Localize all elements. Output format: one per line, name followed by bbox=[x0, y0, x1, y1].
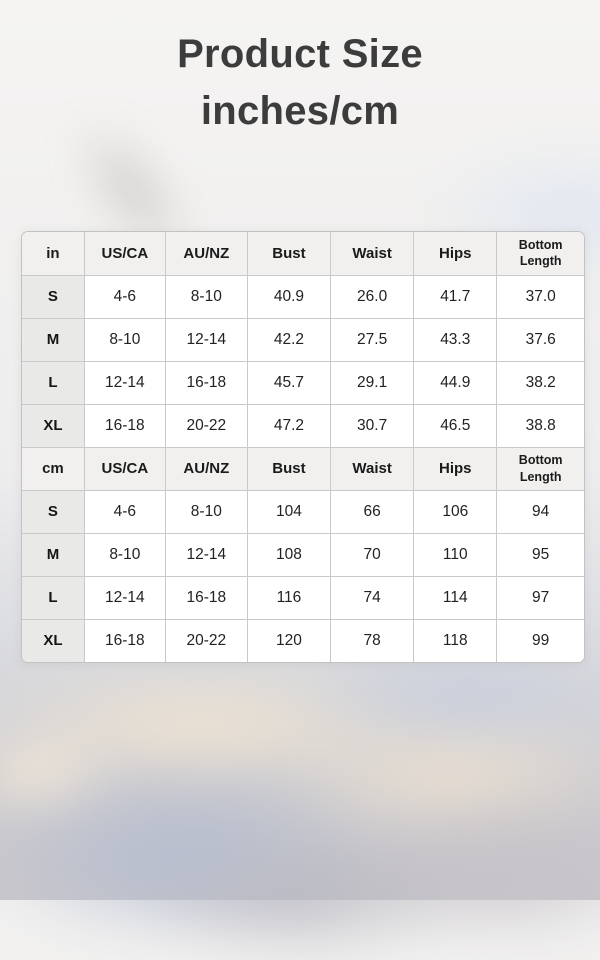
column-header-cell: AU/NZ bbox=[165, 447, 248, 491]
column-header-cell: Bottom Length bbox=[496, 232, 584, 276]
value-cell: 104 bbox=[247, 490, 332, 534]
value-cell: 4-6 bbox=[84, 490, 166, 534]
value-cell: 94 bbox=[496, 490, 584, 534]
size-row-in-M: M 8-10 12-14 42.2 27.5 43.3 37.6 bbox=[22, 318, 584, 362]
value-cell: 16-18 bbox=[165, 576, 248, 620]
size-row-in-S: S 4-6 8-10 40.9 26.0 41.7 37.0 bbox=[22, 275, 584, 319]
value-cell: 74 bbox=[330, 576, 415, 620]
size-row-in-L: L 12-14 16-18 45.7 29.1 44.9 38.2 bbox=[22, 361, 584, 405]
size-row-cm-S: S 4-6 8-10 104 66 106 94 bbox=[22, 490, 584, 534]
size-row-in-XL: XL 16-18 20-22 47.2 30.7 46.5 38.8 bbox=[22, 404, 584, 448]
value-cell: 70 bbox=[330, 533, 415, 577]
header-row-in: in US/CA AU/NZ Bust Waist Hips Bottom Length bbox=[22, 232, 584, 276]
unit-header-cell-in: in bbox=[22, 232, 85, 276]
size-label-cell: XL bbox=[22, 619, 85, 662]
value-cell: 108 bbox=[247, 533, 332, 577]
column-header-cell: Bust bbox=[247, 447, 332, 491]
value-cell: 12-14 bbox=[84, 361, 166, 405]
value-cell: 106 bbox=[413, 490, 498, 534]
value-cell: 26.0 bbox=[330, 275, 415, 319]
page-title-line2: inches/cm bbox=[200, 88, 400, 133]
value-cell: 16-18 bbox=[165, 361, 248, 405]
cloud-blob bbox=[140, 830, 470, 960]
page-title-line1: Product Size bbox=[177, 32, 423, 76]
value-cell: 43.3 bbox=[413, 318, 498, 362]
value-cell: 8-10 bbox=[165, 490, 248, 534]
column-header-cell: AU/NZ bbox=[165, 232, 248, 276]
size-label-cell: M bbox=[22, 533, 85, 577]
value-cell: 16-18 bbox=[84, 404, 166, 448]
size-label-cell: XL bbox=[22, 404, 85, 448]
value-cell: 114 bbox=[413, 576, 498, 620]
value-cell: 99 bbox=[496, 619, 584, 662]
header-row-cm: cm US/CA AU/NZ Bust Waist Hips Bottom Length bbox=[22, 447, 584, 491]
size-row-cm-XL: XL 16-18 20-22 120 78 118 99 bbox=[22, 619, 584, 662]
value-cell: 12-14 bbox=[165, 533, 248, 577]
column-header-cell: Bottom Length bbox=[496, 447, 584, 491]
value-cell: 38.8 bbox=[496, 404, 584, 448]
column-header-cell: Waist bbox=[330, 232, 415, 276]
value-cell: 4-6 bbox=[84, 275, 166, 319]
page-title: Product Size inches/cm bbox=[0, 26, 600, 140]
value-cell: 116 bbox=[247, 576, 332, 620]
value-cell: 29.1 bbox=[330, 361, 415, 405]
value-cell: 97 bbox=[496, 576, 584, 620]
size-chart-table: in US/CA AU/NZ Bust Waist Hips Bottom Length S 4… bbox=[22, 232, 584, 662]
size-label-cell: S bbox=[22, 275, 85, 319]
size-label-cell: L bbox=[22, 361, 85, 405]
value-cell: 95 bbox=[496, 533, 584, 577]
value-cell: 30.7 bbox=[330, 404, 415, 448]
value-cell: 16-18 bbox=[84, 619, 166, 662]
size-label-cell: L bbox=[22, 576, 85, 620]
value-cell: 110 bbox=[413, 533, 498, 577]
value-cell: 8-10 bbox=[84, 533, 166, 577]
size-label-cell: M bbox=[22, 318, 85, 362]
value-cell: 8-10 bbox=[165, 275, 248, 319]
size-row-cm-L: L 12-14 16-18 116 74 114 97 bbox=[22, 576, 584, 620]
value-cell: 37.6 bbox=[496, 318, 584, 362]
value-cell: 118 bbox=[413, 619, 498, 662]
column-header-cell: US/CA bbox=[84, 232, 166, 276]
column-header-cell: Waist bbox=[330, 447, 415, 491]
value-cell: 47.2 bbox=[247, 404, 332, 448]
value-cell: 37.0 bbox=[496, 275, 584, 319]
value-cell: 27.5 bbox=[330, 318, 415, 362]
column-header-cell: Bust bbox=[247, 232, 332, 276]
value-cell: 12-14 bbox=[84, 576, 166, 620]
column-header-cell: US/CA bbox=[84, 447, 166, 491]
value-cell: 41.7 bbox=[413, 275, 498, 319]
value-cell: 78 bbox=[330, 619, 415, 662]
size-row-cm-M: M 8-10 12-14 108 70 110 95 bbox=[22, 533, 584, 577]
value-cell: 38.2 bbox=[496, 361, 584, 405]
value-cell: 120 bbox=[247, 619, 332, 662]
column-header-cell: Hips bbox=[413, 232, 498, 276]
value-cell: 45.7 bbox=[247, 361, 332, 405]
value-cell: 46.5 bbox=[413, 404, 498, 448]
value-cell: 12-14 bbox=[165, 318, 248, 362]
size-chart-container: in US/CA AU/NZ Bust Waist Hips Bottom Length S 4… bbox=[21, 231, 585, 663]
value-cell: 40.9 bbox=[247, 275, 332, 319]
value-cell: 20-22 bbox=[165, 404, 248, 448]
size-table-body: in US/CA AU/NZ Bust Waist Hips Bottom Length S 4… bbox=[22, 232, 584, 662]
value-cell: 44.9 bbox=[413, 361, 498, 405]
value-cell: 66 bbox=[330, 490, 415, 534]
size-label-cell: S bbox=[22, 490, 85, 534]
column-header-cell: Hips bbox=[413, 447, 498, 491]
unit-header-cell-cm: cm bbox=[22, 447, 85, 491]
value-cell: 8-10 bbox=[84, 318, 166, 362]
value-cell: 42.2 bbox=[247, 318, 332, 362]
value-cell: 20-22 bbox=[165, 619, 248, 662]
